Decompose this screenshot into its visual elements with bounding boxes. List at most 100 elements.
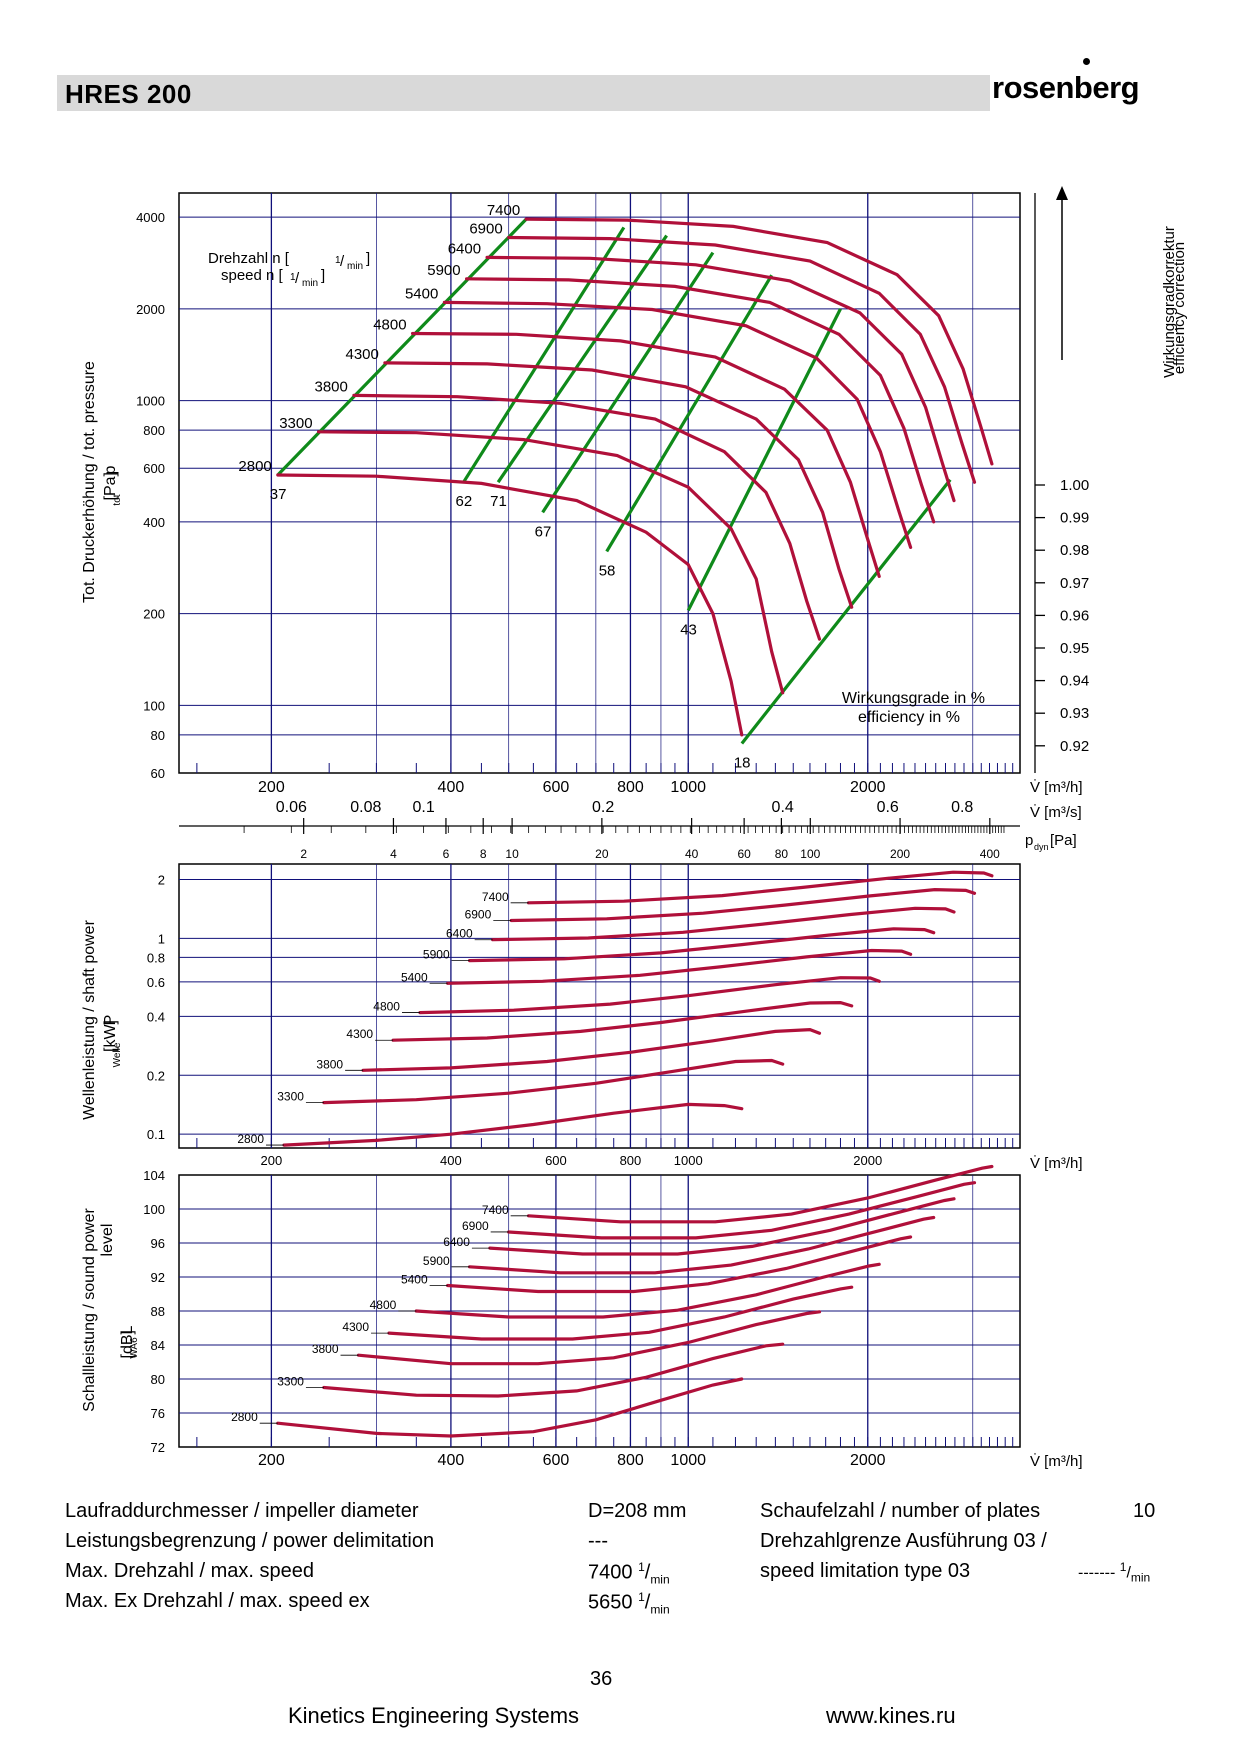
pdyn-tick-60: 60 [737, 847, 751, 861]
correction-title-line1: Wirkungsgradkorrektur [1161, 226, 1178, 378]
sound-speed-label-6400: 6400 [443, 1235, 470, 1249]
power-curve-3300 [322, 1058, 785, 1105]
pressure-efficiency-line-67 [541, 251, 715, 514]
sound-curve-6400 [488, 1197, 956, 1256]
sound-ytick-88: 88 [151, 1304, 165, 1319]
impeller-diameter-value: D=208 mm [588, 1500, 687, 1522]
number-of-plates-label: Schaufelzahl / number of plates [760, 1500, 1041, 1522]
pressure-yaxis-label: Tot. Druckerhöhung / tot. pressure [81, 361, 98, 603]
sound-yaxis-symbol-sub: WA6 [129, 1337, 140, 1359]
pressure-efficiency-label-71: 71 [490, 493, 507, 510]
pdyn-tick-80: 80 [775, 847, 789, 861]
power-xtick-1000: 1000 [674, 1153, 703, 1168]
pdyn-tick-6: 6 [443, 847, 450, 861]
power-yaxis-unit: [kW] [102, 1020, 119, 1052]
pressure-speed-label-4300: 4300 [346, 346, 379, 363]
power-curve-3800 [361, 1027, 822, 1072]
speed-legend-unit-num-2: 1 [290, 272, 296, 283]
pressure-efficiency-label-67: 67 [535, 523, 552, 540]
power-xtick-600: 600 [545, 1153, 567, 1168]
speed-legend-unit-den-1: min [347, 261, 363, 272]
pdyn-tick-400: 400 [980, 847, 1000, 861]
sound-speed-label-5400: 5400 [401, 1273, 428, 1287]
speed-legend-unit-num-1: 1 [335, 255, 341, 266]
sound-speed-label-3800: 3800 [312, 1342, 339, 1356]
pressure-speed-label-3300: 3300 [279, 415, 312, 432]
power-curve-4300 [391, 1000, 854, 1042]
max-speed-unit-num: 1 [638, 1560, 645, 1574]
speed-limitation-unit-den: min [1130, 1570, 1151, 1585]
pressure-xtick-200: 200 [258, 779, 285, 796]
power-ytick-0-1: 0.1 [147, 1127, 165, 1142]
power-x-unit: V̇ [m³/h] [1030, 1155, 1083, 1172]
sound-ytick-92: 92 [151, 1270, 165, 1285]
pdyn-tick-4: 4 [390, 847, 397, 861]
sound-ytick-72: 72 [151, 1440, 165, 1455]
max-speed-ex-label: Max. Ex Drehzahl / max. speed ex [65, 1590, 370, 1612]
pdyn-tick-40: 40 [685, 847, 699, 861]
power-ytick-0-2: 0.2 [147, 1068, 165, 1083]
speed-legend-bracket-2: ] [321, 267, 325, 284]
sound-speed-label-4800: 4800 [370, 1298, 397, 1312]
power-speed-label-5400: 5400 [401, 970, 428, 984]
pressure-xtick-400: 400 [438, 779, 465, 796]
power-yaxis-label: Wellenleistung / shaft power [81, 919, 98, 1119]
number-of-plates-value: 10 [1133, 1500, 1156, 1522]
sound-curve-4800 [414, 1262, 881, 1319]
pressure-ytick-100: 100 [143, 698, 165, 713]
flow-m3s-unit: V̇ [m³/s] [1030, 804, 1082, 821]
pressure-efficiency-label-58: 58 [599, 562, 616, 579]
pressure-xtick-1000: 1000 [670, 779, 706, 796]
max-speed-ex-value: 5650 [588, 1591, 633, 1614]
speed-legend-line1: Drehzahl n [ [208, 250, 290, 267]
sound-curve-5400 [446, 1235, 913, 1294]
pressure-curve-2800 [276, 473, 744, 737]
power-ytick-2: 2 [158, 873, 165, 888]
pressure-efficiency-line-18 [740, 478, 952, 745]
speed-legend-unit-den-2: min [302, 278, 318, 289]
pressure-speed-label-2800: 2800 [238, 458, 271, 475]
sound-curve-6900 [507, 1181, 977, 1240]
correction-label-1-00: 1.00 [1060, 477, 1089, 494]
power-speed-label-6400: 6400 [446, 927, 473, 941]
power-delimitation-value: --- [588, 1530, 608, 1552]
impeller-diameter-label: Laufraddurchmesser / impeller diameter [65, 1500, 419, 1522]
pressure-yaxis-symbol-sub: tot [112, 494, 123, 505]
pressure-speed-label-5900: 5900 [427, 262, 460, 279]
max-speed-label: Max. Drehzahl / max. speed [65, 1560, 314, 1582]
sound-curve-3800 [356, 1310, 822, 1366]
flow-m3s-tick-0-8: 0.8 [951, 799, 973, 816]
pressure-speed-label-6400: 6400 [448, 240, 481, 257]
power-yaxis-symbol-sub: Welle [112, 1042, 123, 1067]
footer-company: Kinetics Engineering Systems [288, 1703, 580, 1728]
speed-limitation-unit-num: 1 [1119, 1560, 1127, 1574]
pressure-curve-3800 [352, 393, 822, 641]
power-delimitation-label: Leistungsbegrenzung / power delimitation [65, 1530, 435, 1552]
sound-ytick-104: 104 [143, 1168, 165, 1183]
sound-curve-2800 [276, 1377, 744, 1438]
pressure-xtick-600: 600 [543, 779, 570, 796]
pdyn-unit-sub: dyn [1034, 842, 1049, 852]
footer-website: www.kines.ru [826, 1703, 956, 1728]
power-ytick-0-8: 0.8 [147, 950, 165, 965]
sound-speed-label-5900: 5900 [423, 1254, 450, 1268]
efficiency-legend-line2: efficiency in % [858, 709, 960, 726]
power-curve-7400 [527, 870, 994, 905]
pressure-speed-label-6900: 6900 [469, 220, 502, 237]
power-xtick-800: 800 [620, 1153, 642, 1168]
pressure-efficiency-label-43: 43 [680, 621, 697, 638]
flow-m3s-tick-0-06: 0.06 [276, 799, 307, 816]
max-speed-value: 7400 [588, 1561, 633, 1584]
sound-ytick-80: 80 [151, 1372, 165, 1387]
sound-curve-3300 [322, 1342, 785, 1398]
speed-limitation-label-2: speed limitation type 03 [760, 1560, 971, 1582]
power-speed-label-3800: 3800 [316, 1057, 343, 1071]
correction-label-0-93: 0.93 [1060, 705, 1089, 722]
sound-yaxis-symbol: L [119, 1325, 136, 1334]
flow-m3s-tick-0-6: 0.6 [877, 799, 899, 816]
correction-label-0-94: 0.94 [1060, 673, 1089, 690]
pressure-curve-5400 [442, 300, 913, 549]
speed-legend-slash-2: / [295, 270, 300, 287]
max-speed-ex-unit-num: 1 [638, 1590, 645, 1604]
